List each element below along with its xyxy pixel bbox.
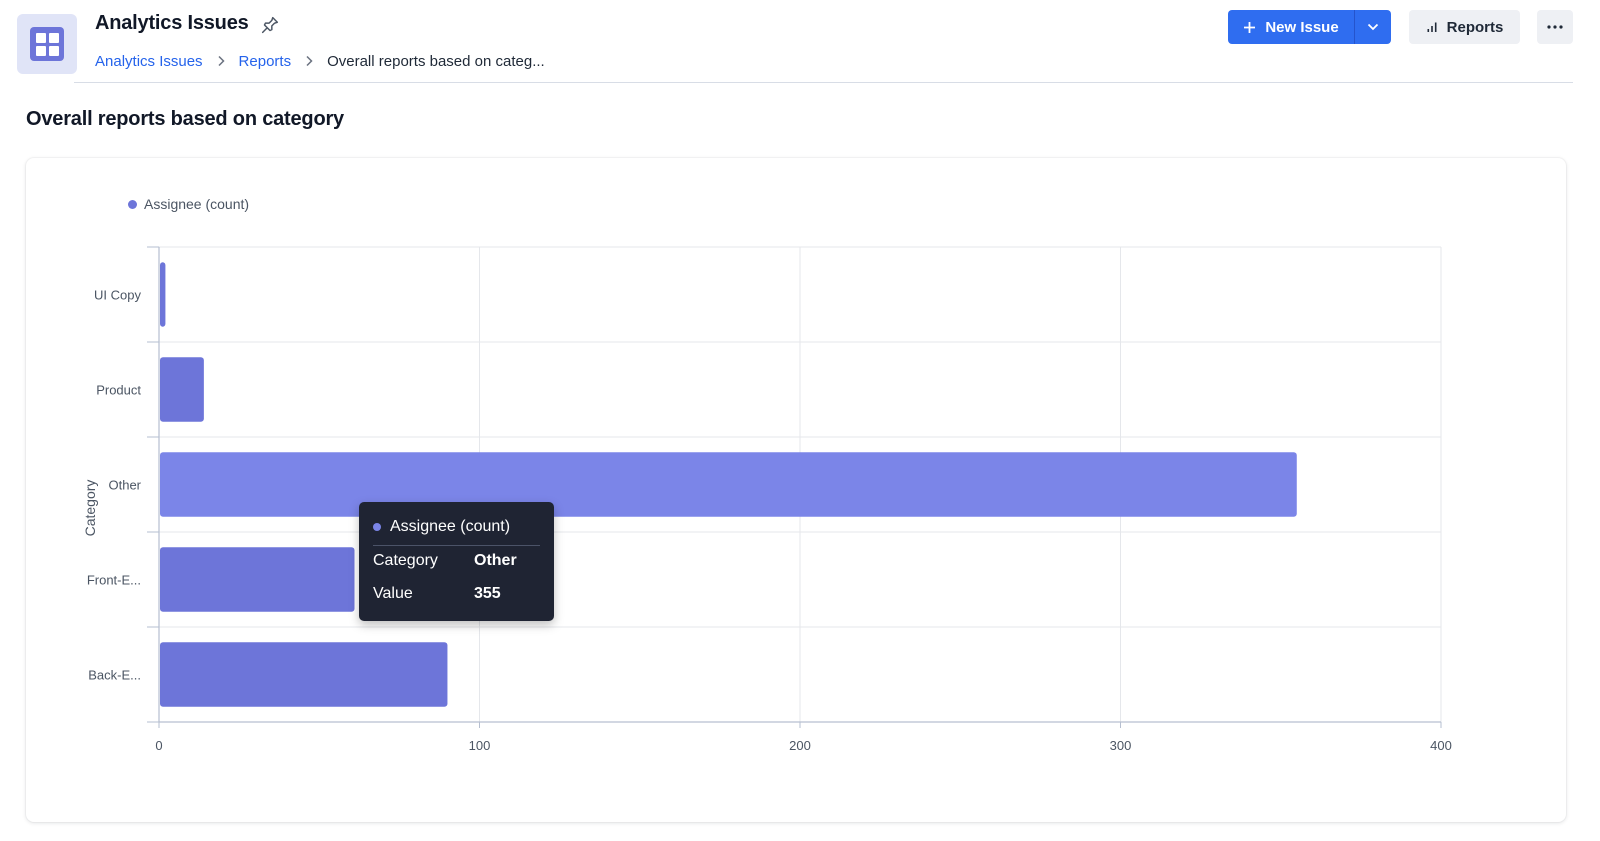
plus-icon [1244, 21, 1256, 33]
breadcrumb: Analytics Issues Reports Overall reports… [95, 52, 545, 70]
bar [160, 452, 1297, 517]
bar-chart-icon [1427, 22, 1437, 32]
tooltip-series-name: Assignee (count) [390, 518, 511, 535]
breadcrumb-project-link[interactable]: Analytics Issues [95, 52, 203, 70]
x-tick-label: 200 [789, 738, 811, 753]
new-issue-button[interactable]: New Issue [1228, 10, 1354, 44]
x-tick-label: 0 [155, 738, 162, 753]
y-category-label: UI Copy [94, 288, 141, 303]
x-tick-label: 100 [469, 738, 491, 753]
bar-chart: 0 100 200 300 400 UI Copy Product Other Front-E.… [87, 246, 1452, 753]
chevron-right-icon [212, 52, 230, 70]
chart-tooltip: Assignee (count) Category Other Value 35… [359, 502, 554, 621]
more-options-button[interactable] [1537, 10, 1573, 44]
bar [160, 642, 448, 707]
tooltip-category-label: Category [373, 552, 438, 569]
breadcrumb-current: Overall reports based on categ... [327, 52, 545, 70]
bar [160, 357, 204, 422]
new-issue-dropdown-button[interactable] [1355, 10, 1391, 44]
tooltip-category-value: Other [474, 552, 517, 569]
x-tick-label: 400 [1430, 738, 1452, 753]
tooltip-header: Assignee (count) [373, 518, 510, 536]
grid-icon [30, 27, 64, 61]
tooltip-value-row: Value 355 [373, 585, 501, 603]
tooltip-category-row: Category Other [373, 552, 517, 570]
page-title: Overall reports based on category [26, 108, 344, 130]
header-divider [74, 82, 1573, 83]
y-category-label: Front-E... [87, 573, 141, 588]
y-category-label: Product [96, 383, 141, 398]
y-category-label: Back-E... [88, 668, 141, 683]
legend-swatch [128, 199, 137, 209]
x-tick-label: 300 [1110, 738, 1132, 753]
y-category-label: Other [108, 478, 141, 493]
more-horizontal-icon [1547, 25, 1563, 29]
new-issue-label: New Issue [1265, 18, 1339, 36]
bar [160, 547, 355, 612]
project-title: Analytics Issues [95, 12, 249, 34]
chevron-down-icon [1367, 23, 1379, 31]
breadcrumb-reports-link[interactable]: Reports [238, 52, 292, 70]
chevron-right-icon [300, 52, 318, 70]
bar [160, 262, 166, 327]
tooltip-value-label: Value [373, 585, 413, 602]
chart-card: Assignee (count) Category 0 100 200 300 400 U… [26, 158, 1566, 822]
tooltip-series-swatch [373, 523, 381, 531]
legend-label: Assignee (count) [144, 196, 250, 212]
pin-icon[interactable] [259, 14, 281, 36]
tooltip-value: 355 [474, 585, 501, 602]
chart-legend[interactable]: Assignee (count) [128, 196, 249, 212]
reports-button-label: Reports [1446, 18, 1504, 36]
app-grid-icon [17, 14, 77, 74]
reports-button[interactable]: Reports [1409, 10, 1520, 44]
new-issue-button-group: New Issue [1228, 10, 1391, 44]
